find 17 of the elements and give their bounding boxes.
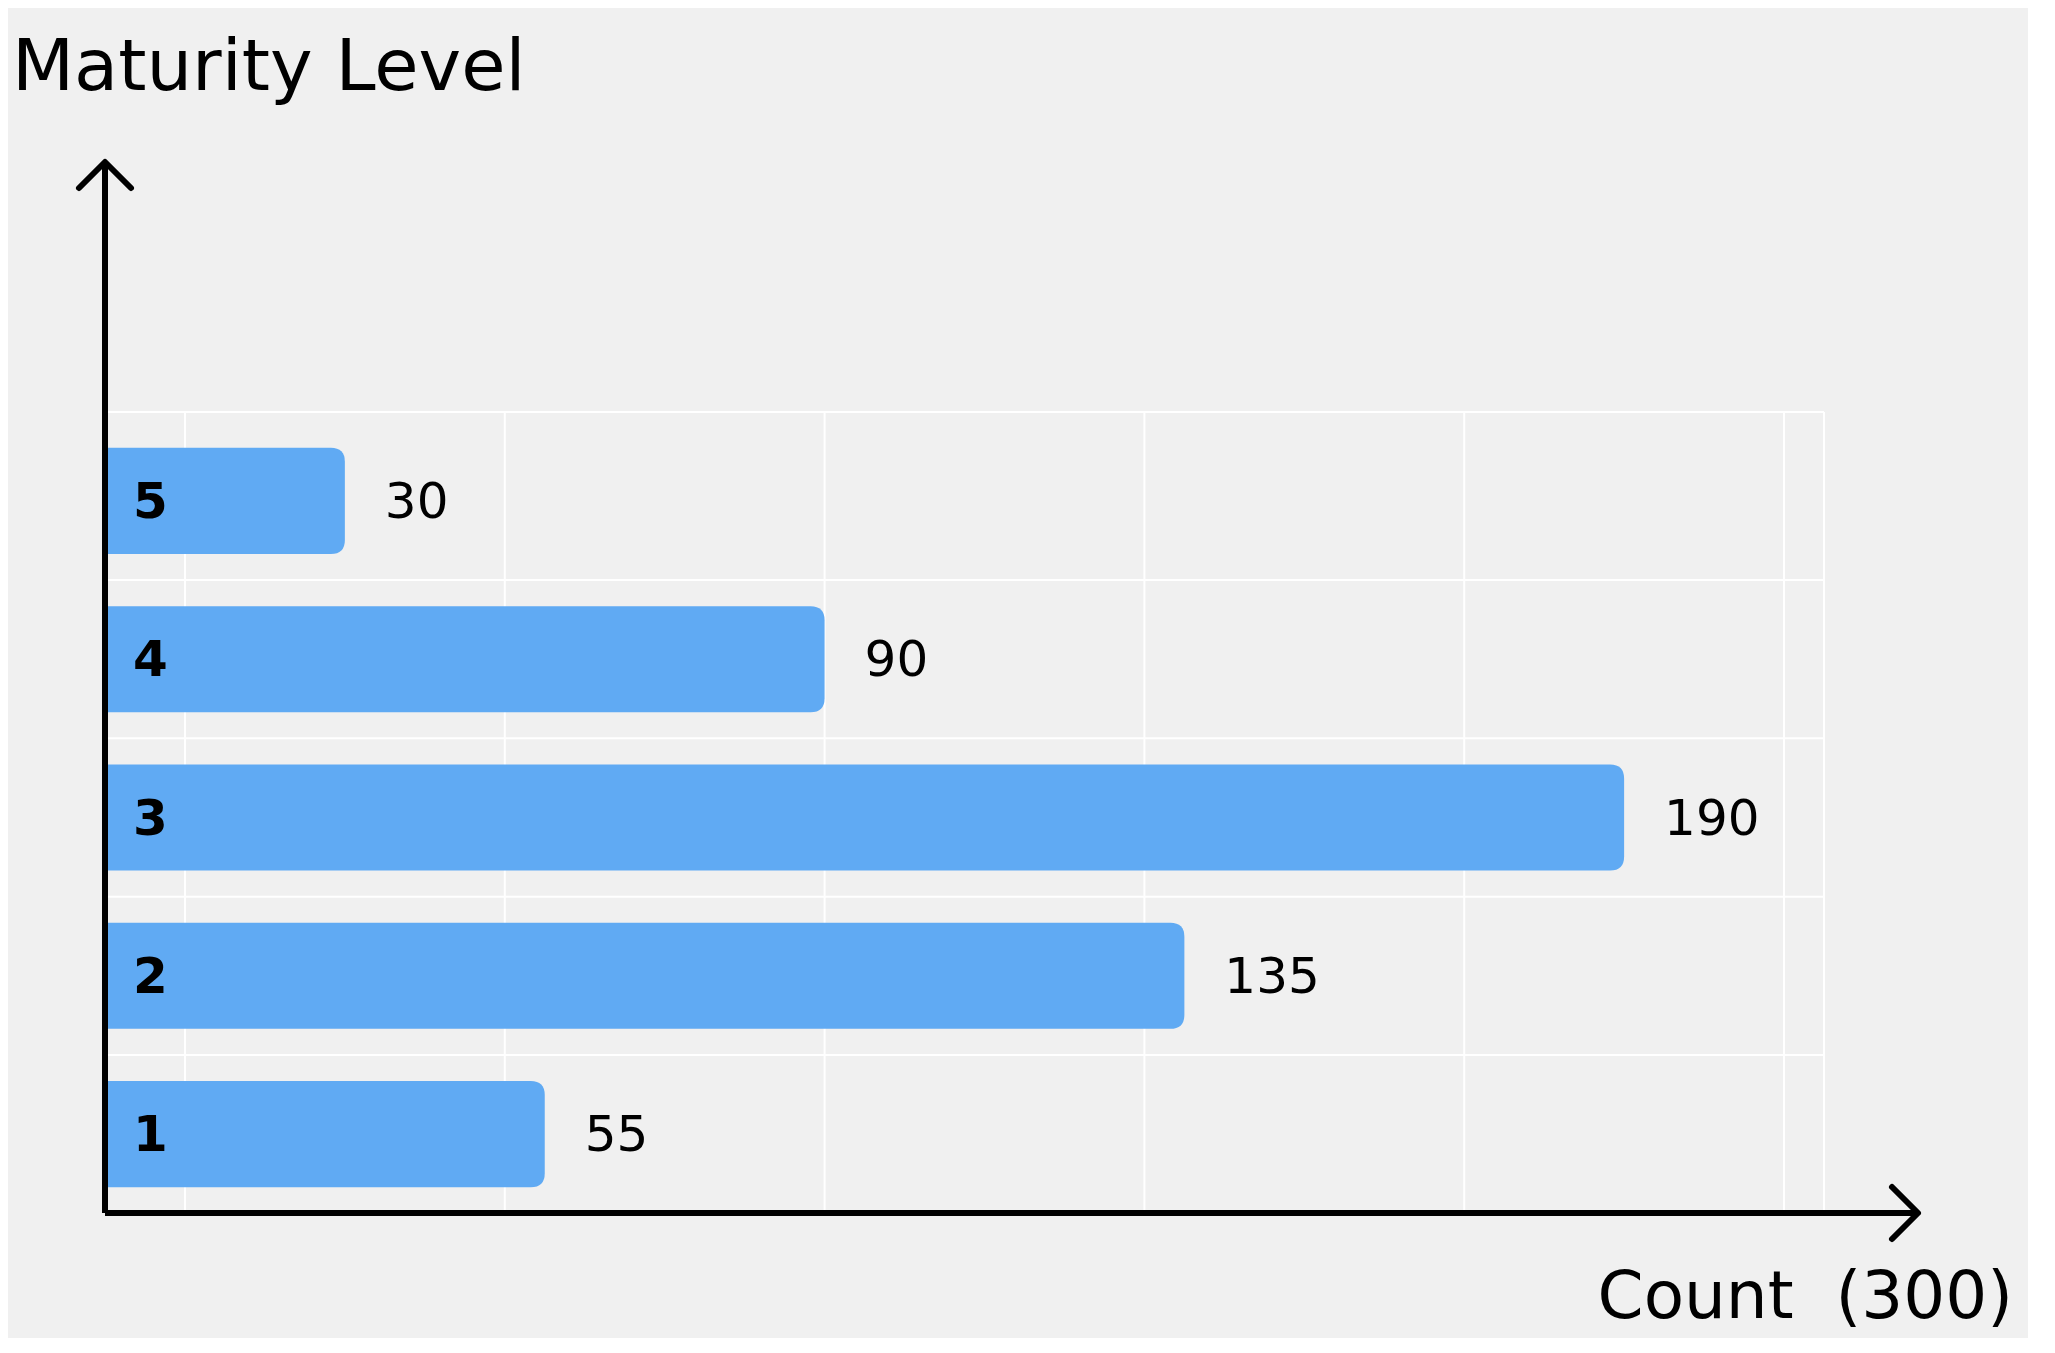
y-tick-label: 2 xyxy=(133,946,168,1005)
data-label: 30 xyxy=(384,471,449,530)
y-tick-label: 1 xyxy=(133,1105,168,1164)
bar xyxy=(105,606,825,713)
bar xyxy=(105,922,1185,1029)
x-axis-title: Count (300) xyxy=(1597,1257,2013,1334)
data-label: 190 xyxy=(1664,788,1760,847)
y-tick-label: 5 xyxy=(133,471,168,530)
data-label: 135 xyxy=(1224,946,1320,1005)
bar xyxy=(105,447,345,554)
data-label: 90 xyxy=(864,630,929,689)
bar xyxy=(105,1081,545,1188)
data-label: 55 xyxy=(584,1105,649,1164)
bar xyxy=(105,764,1625,871)
y-tick-label: 4 xyxy=(133,630,168,689)
y-tick-label: 3 xyxy=(133,788,168,847)
y-axis-title: Maturity Level xyxy=(12,23,526,107)
